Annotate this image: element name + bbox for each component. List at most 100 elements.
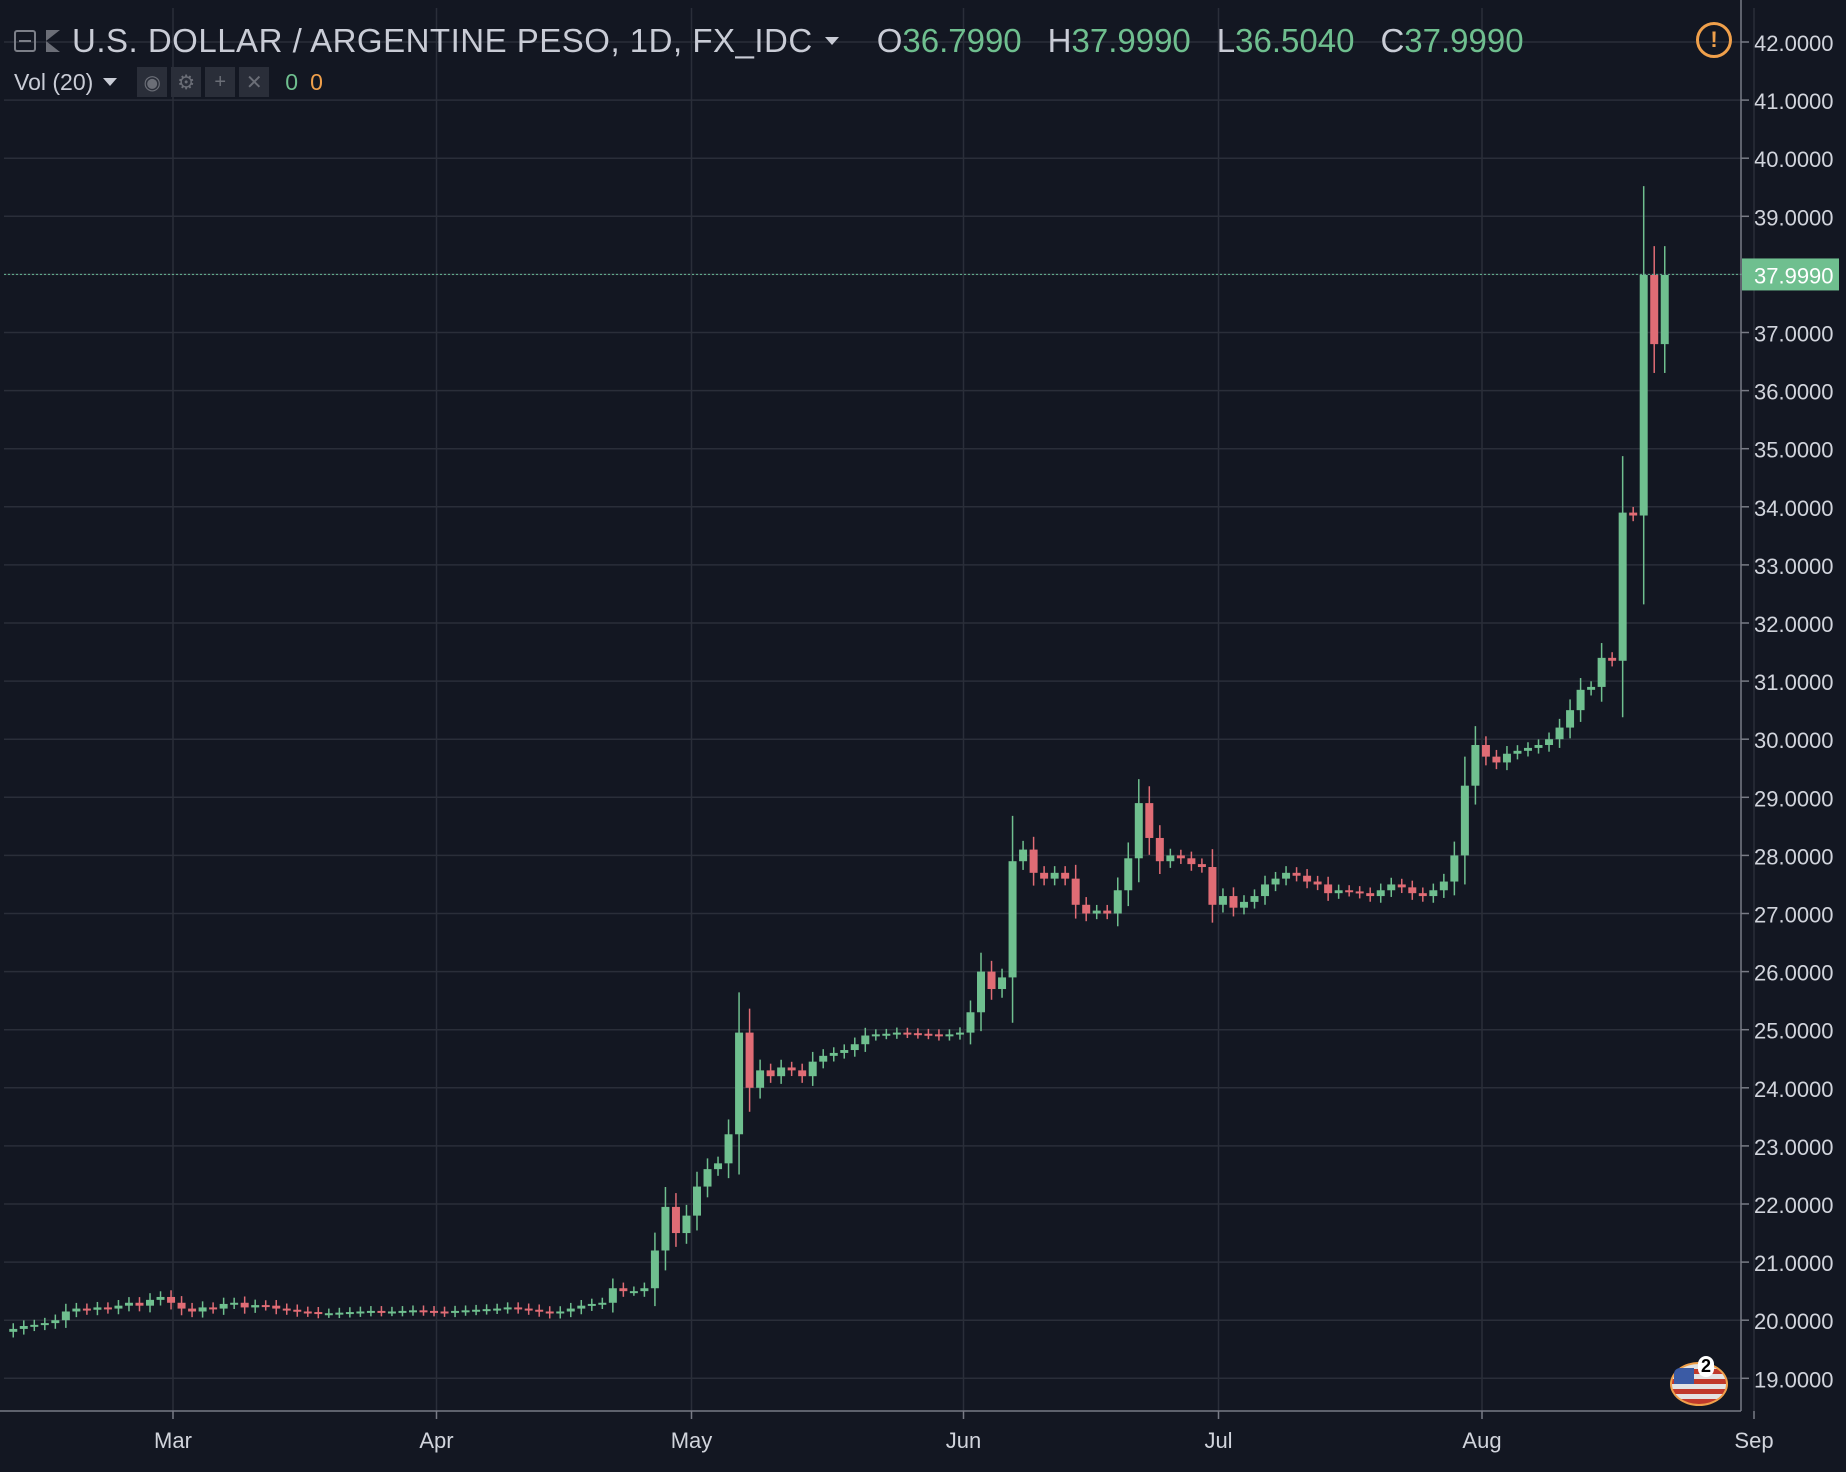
candle-body (1545, 739, 1554, 746)
candle-body (1471, 745, 1480, 786)
chart-legend: U.S. DOLLAR / ARGENTINE PESO, 1D, FX_IDC… (14, 18, 1540, 64)
volume-value-up: 0 (285, 68, 299, 95)
warning-icon[interactable]: ! (1696, 22, 1732, 58)
candle-body (451, 1310, 460, 1313)
candle-body (777, 1067, 786, 1077)
candle-body (671, 1206, 680, 1234)
candle-body (156, 1296, 165, 1300)
candle-body (598, 1302, 607, 1305)
candle-body (1155, 837, 1164, 862)
candle-body (682, 1215, 691, 1234)
candle-body (692, 1186, 701, 1216)
candle-body (735, 1032, 744, 1135)
candle-body (1502, 753, 1511, 763)
candle-body (146, 1299, 155, 1306)
candle-body (135, 1302, 144, 1306)
candle-body (1029, 849, 1038, 873)
candle-body (587, 1303, 596, 1306)
y-tick-label: 28.0000 (1754, 844, 1834, 869)
candle-body (840, 1050, 849, 1053)
candle-body (629, 1291, 638, 1294)
candle-body (440, 1311, 449, 1314)
last-price-tag (1742, 258, 1839, 291)
flag-icon[interactable] (46, 30, 60, 52)
candle-body (19, 1326, 28, 1329)
candle-body (998, 977, 1007, 990)
candle-body (1113, 890, 1122, 914)
candle-body (861, 1035, 870, 1045)
close-icon[interactable]: ✕ (239, 67, 270, 97)
candle-body (1061, 872, 1070, 879)
candle-body (1660, 274, 1669, 345)
candle-body (1303, 875, 1312, 882)
candle-body (871, 1034, 880, 1037)
collapse-icon[interactable] (14, 30, 36, 52)
candle-body (1618, 512, 1627, 661)
candle-body (892, 1032, 901, 1035)
candle-body (1418, 893, 1427, 897)
us-flag-icon[interactable] (1670, 1362, 1728, 1406)
candle-body (493, 1308, 502, 1311)
plus-icon[interactable]: + (205, 67, 236, 97)
candle-body (1397, 884, 1406, 888)
candle-body (703, 1169, 712, 1187)
candle-body (198, 1307, 207, 1312)
candle-body (1566, 710, 1575, 728)
candle-body (545, 1311, 554, 1314)
candle-body (1492, 756, 1501, 763)
candle-body (188, 1308, 197, 1312)
symbol-title[interactable]: U.S. DOLLAR / ARGENTINE PESO, 1D, FX_IDC (72, 22, 813, 59)
volume-label[interactable]: Vol (20) (14, 68, 94, 95)
candle-body (1019, 849, 1028, 862)
y-tick-label: 23.0000 (1754, 1135, 1834, 1160)
candle-body (1429, 890, 1438, 897)
candle-body (829, 1052, 838, 1056)
candle-body (1271, 878, 1280, 885)
gear-icon[interactable]: ⚙ (171, 67, 202, 97)
high-label: H (1047, 22, 1072, 59)
candle-body (1218, 896, 1227, 905)
candle-body (987, 971, 996, 990)
y-tick-label: 19.0000 (1754, 1367, 1834, 1392)
candle-body (934, 1034, 943, 1037)
y-tick-label: 29.0000 (1754, 786, 1834, 811)
candle-body (1092, 910, 1101, 914)
candle-body (1376, 890, 1385, 897)
candle-body (714, 1163, 723, 1170)
flag-badge: 2 (1698, 1356, 1715, 1377)
candle-body (977, 971, 986, 1013)
candle-body (966, 1012, 975, 1033)
candle-body (1071, 878, 1080, 905)
y-tick-label: 20.0000 (1754, 1309, 1834, 1334)
chevron-down-icon[interactable] (824, 37, 839, 45)
candle-body (850, 1044, 859, 1051)
candle-body (1208, 867, 1217, 905)
candle-body (1197, 864, 1206, 868)
candle-body (1366, 893, 1375, 897)
y-tick-label: 25.0000 (1754, 1019, 1834, 1044)
candle-body (1523, 747, 1532, 751)
y-tick-label: 30.0000 (1754, 728, 1834, 753)
y-tick-label: 32.0000 (1754, 612, 1834, 637)
eye-icon[interactable]: ◉ (137, 67, 168, 97)
candle-body (724, 1134, 733, 1164)
close-value: 37.9990 (1404, 22, 1524, 59)
candle-body (261, 1305, 270, 1308)
candle-body (1187, 858, 1196, 865)
candle-body (808, 1061, 817, 1077)
candle-body (219, 1303, 228, 1309)
candle-body (535, 1309, 544, 1312)
candle-body (40, 1323, 49, 1326)
candle-body (335, 1312, 344, 1315)
candle-body (177, 1302, 186, 1309)
candle-body (51, 1320, 60, 1324)
candle-body (1250, 896, 1259, 902)
x-tick-label: Jul (1204, 1428, 1232, 1453)
y-tick-label: 33.0000 (1754, 554, 1834, 579)
candle-body (640, 1288, 649, 1292)
y-tick-label: 24.0000 (1754, 1077, 1834, 1102)
chevron-down-icon[interactable] (103, 78, 118, 86)
candle-body (114, 1305, 123, 1309)
